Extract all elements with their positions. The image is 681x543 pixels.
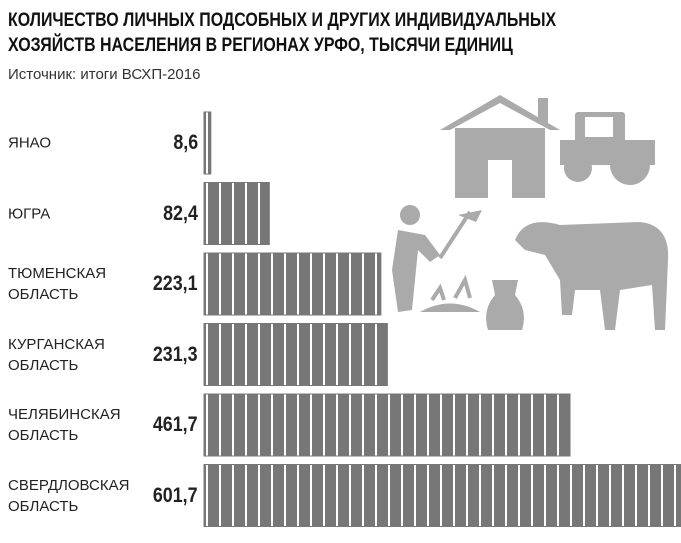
category-label: ЮГРА bbox=[8, 203, 143, 224]
category-label: ТЮМЕНСКАЯ ОБЛАСТЬ bbox=[8, 263, 143, 305]
category-label: ЯНАО bbox=[8, 133, 143, 154]
value-label: 8,6 bbox=[173, 131, 198, 155]
category-label: ЧЕЛЯБИНСКАЯ ОБЛАСТЬ bbox=[8, 404, 143, 446]
value-label: 231,3 bbox=[153, 343, 198, 367]
value-label: 82,4 bbox=[163, 202, 198, 226]
bar bbox=[204, 465, 681, 527]
bar bbox=[204, 112, 211, 174]
category-label: СВЕРДЛОВСКАЯ ОБЛАСТЬ bbox=[8, 475, 143, 517]
bar bbox=[204, 253, 381, 315]
chart-subtitle: Источник: итоги ВСХП-2016 bbox=[8, 66, 200, 83]
value-label: 461,7 bbox=[153, 413, 198, 437]
value-label: 601,7 bbox=[153, 484, 198, 508]
bar bbox=[204, 394, 570, 456]
infographic: КОЛИЧЕСТВО ЛИЧНЫХ ПОДСОБНЫХ И ДРУГИХ ИНД… bbox=[0, 0, 681, 543]
chart-title: КОЛИЧЕСТВО ЛИЧНЫХ ПОДСОБНЫХ И ДРУГИХ ИНД… bbox=[8, 8, 680, 58]
illustration bbox=[392, 95, 668, 330]
value-label: 223,1 bbox=[153, 272, 198, 296]
category-label: КУРГАНСКАЯ ОБЛАСТЬ bbox=[8, 334, 143, 376]
bar bbox=[204, 324, 387, 386]
bar bbox=[204, 183, 269, 245]
